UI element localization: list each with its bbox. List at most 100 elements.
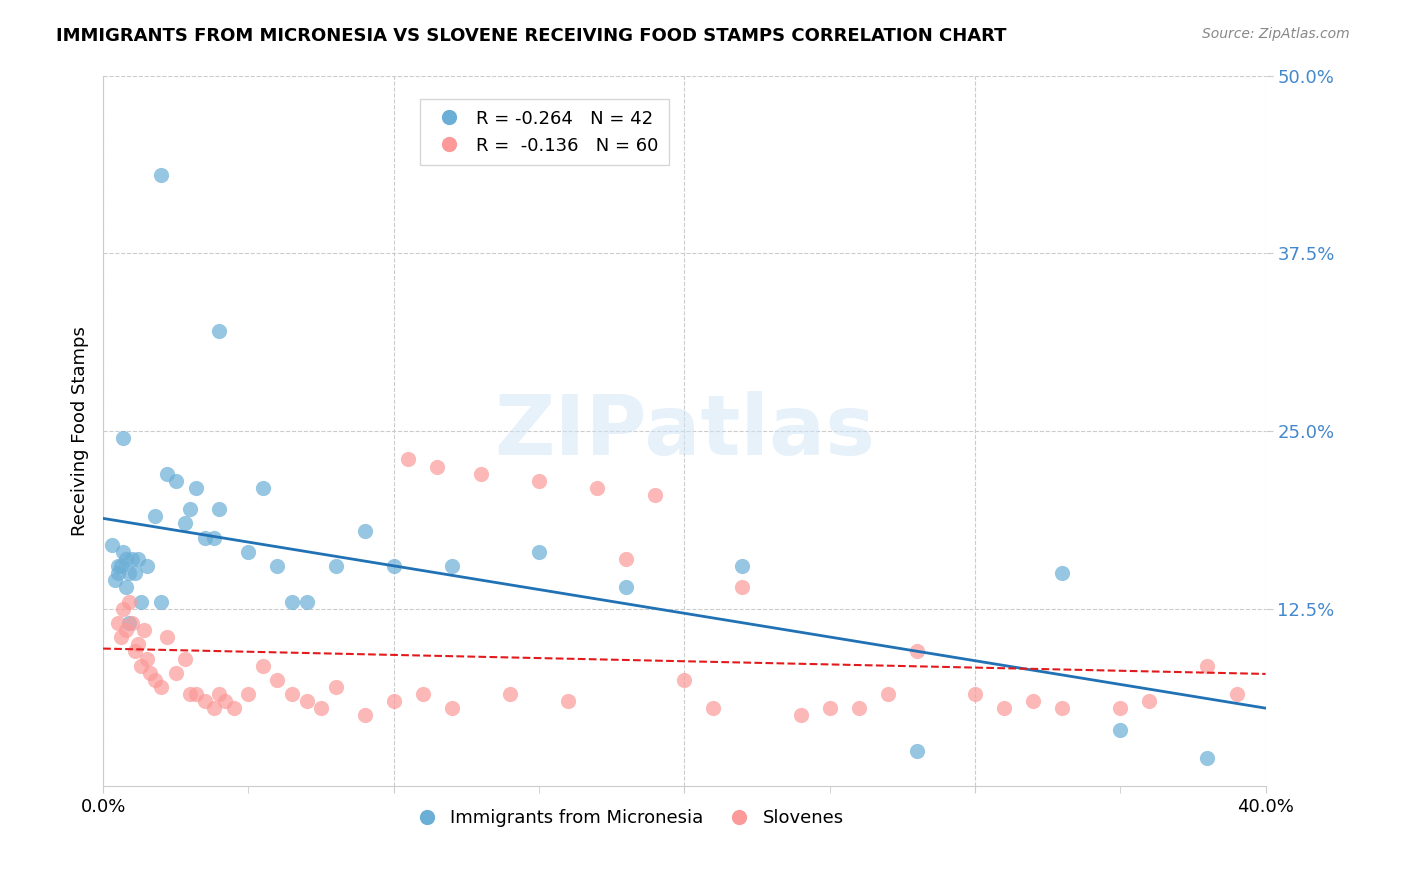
- Point: [150, 680, 173, 694]
- Point: [107, 566, 129, 581]
- Point: [150, 594, 173, 608]
- Point: [789, 708, 811, 723]
- Point: [1225, 687, 1247, 701]
- Point: [129, 658, 152, 673]
- Point: [905, 744, 928, 758]
- Point: [124, 644, 146, 658]
- Point: [115, 552, 138, 566]
- Point: [440, 701, 463, 715]
- Point: [184, 481, 207, 495]
- Point: [129, 594, 152, 608]
- Point: [238, 687, 260, 701]
- Point: [118, 615, 141, 630]
- Point: [382, 694, 405, 708]
- Point: [1197, 658, 1219, 673]
- Point: [325, 559, 347, 574]
- Point: [173, 516, 195, 531]
- Text: IMMIGRANTS FROM MICRONESIA VS SLOVENE RECEIVING FOOD STAMPS CORRELATION CHART: IMMIGRANTS FROM MICRONESIA VS SLOVENE RE…: [56, 27, 1007, 45]
- Point: [101, 538, 124, 552]
- Point: [138, 665, 160, 680]
- Point: [1022, 694, 1045, 708]
- Point: [208, 325, 231, 339]
- Point: [121, 552, 143, 566]
- Point: [963, 687, 986, 701]
- Point: [1050, 701, 1073, 715]
- Point: [145, 509, 167, 524]
- Point: [179, 502, 201, 516]
- Point: [1109, 701, 1132, 715]
- Point: [118, 566, 141, 581]
- Point: [252, 658, 274, 673]
- Point: [252, 481, 274, 495]
- Point: [1137, 694, 1160, 708]
- Point: [112, 431, 135, 445]
- Point: [222, 701, 245, 715]
- Point: [104, 574, 127, 588]
- Point: [440, 559, 463, 574]
- Point: [173, 651, 195, 665]
- Point: [118, 594, 141, 608]
- Text: Source: ZipAtlas.com: Source: ZipAtlas.com: [1202, 27, 1350, 41]
- Point: [644, 488, 666, 502]
- Point: [110, 559, 132, 574]
- Point: [295, 594, 318, 608]
- Point: [426, 459, 449, 474]
- Point: [412, 687, 434, 701]
- Point: [731, 581, 754, 595]
- Point: [818, 701, 841, 715]
- Point: [107, 559, 129, 574]
- Point: [527, 474, 550, 488]
- Point: [132, 623, 155, 637]
- Legend: Immigrants from Micronesia, Slovenes: Immigrants from Micronesia, Slovenes: [401, 802, 851, 834]
- Point: [281, 687, 304, 701]
- Point: [115, 581, 138, 595]
- Point: [121, 615, 143, 630]
- Point: [165, 665, 187, 680]
- Point: [295, 694, 318, 708]
- Point: [382, 559, 405, 574]
- Point: [1109, 723, 1132, 737]
- Point: [202, 701, 225, 715]
- Text: ZIPatlas: ZIPatlas: [494, 391, 875, 472]
- Point: [614, 552, 637, 566]
- Point: [115, 623, 138, 637]
- Point: [281, 594, 304, 608]
- Point: [309, 701, 332, 715]
- Point: [107, 615, 129, 630]
- Point: [238, 545, 260, 559]
- Point: [214, 694, 236, 708]
- Point: [325, 680, 347, 694]
- Point: [179, 687, 201, 701]
- Point: [112, 545, 135, 559]
- Point: [208, 502, 231, 516]
- Point: [731, 559, 754, 574]
- Point: [1050, 566, 1073, 581]
- Point: [194, 531, 217, 545]
- Point: [586, 481, 609, 495]
- Point: [499, 687, 522, 701]
- Point: [135, 651, 157, 665]
- Point: [353, 708, 375, 723]
- Point: [112, 601, 135, 615]
- Point: [124, 566, 146, 581]
- Point: [993, 701, 1015, 715]
- Point: [127, 552, 149, 566]
- Point: [202, 531, 225, 545]
- Point: [266, 559, 288, 574]
- Point: [396, 452, 419, 467]
- Point: [614, 581, 637, 595]
- Point: [905, 644, 928, 658]
- Point: [876, 687, 898, 701]
- Point: [848, 701, 870, 715]
- Point: [145, 673, 167, 687]
- Point: [194, 694, 217, 708]
- Point: [208, 687, 231, 701]
- Point: [184, 687, 207, 701]
- Y-axis label: Receiving Food Stamps: Receiving Food Stamps: [72, 326, 89, 536]
- Point: [702, 701, 724, 715]
- Point: [470, 467, 492, 481]
- Point: [557, 694, 579, 708]
- Point: [353, 524, 375, 538]
- Point: [1197, 751, 1219, 765]
- Point: [673, 673, 696, 687]
